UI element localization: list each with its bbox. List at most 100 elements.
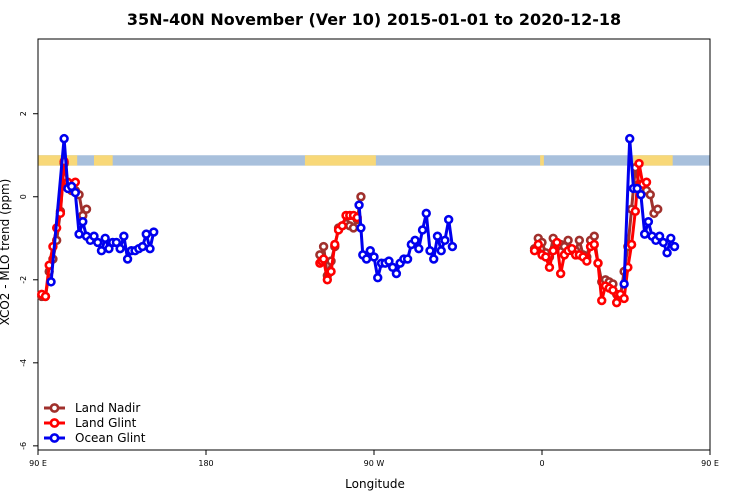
data-point-0-2-12 [574,235,585,246]
data-point-2-1-18 [417,225,428,235]
data-point-1-2-6 [552,237,562,248]
series-land-nadir [37,158,663,302]
data-point-2-1-0 [354,200,364,210]
chart-title: 35N-40N November (Ver 10) 2015-01-01 to … [127,10,621,29]
data-point-0-2-33 [653,204,663,214]
data-point-1-1-7 [337,221,347,231]
data-point-2-1-19 [421,208,431,219]
data-point-1-2-18 [597,295,607,306]
data-point-2-2-12 [666,233,676,243]
x-tick-label-1: 180 [198,459,213,468]
data-point-2-2-6 [643,216,654,227]
series-line-2-1 [357,204,454,280]
data-point-2-1-16 [410,235,420,246]
x-axis-label: Longitude [345,477,405,491]
data-point-2-0-11 [96,246,107,256]
series-land-glint [37,156,652,308]
land-ocean-band [38,155,710,166]
data-point-0-2-16 [589,231,599,241]
data-point-0-1-10 [348,223,359,233]
land-band-3 [540,155,544,166]
y-tick-label-3: 0 [19,194,28,199]
land-band-4 [633,155,673,166]
data-point-2-2-4 [636,189,646,200]
data-point-2-0-1 [59,133,69,144]
y-tick-label-1: -4 [19,359,28,367]
data-point-2-2-10 [658,237,669,248]
y-tick-label-4: 2 [19,111,28,116]
data-point-1-1-4 [326,266,336,277]
data-point-1-2-16 [589,239,599,250]
data-point-2-1-14 [402,254,413,264]
y-tick-label-0: -6 [19,442,28,450]
data-point-1-1-5 [330,239,340,250]
data-point-2-1-26 [447,241,458,252]
data-point-1-2-22 [611,297,622,308]
data-point-1-1-3 [322,275,333,285]
data-point-2-1-23 [436,246,446,256]
land-band-1 [94,155,113,166]
legend-label-1: Land Glint [75,416,137,430]
data-point-2-0-18 [122,254,133,264]
y-axis: -6 -4 -2 0 2 [19,111,38,450]
data-point-1-2-1 [533,239,543,250]
land-band-2 [304,155,376,166]
data-point-1-2-3 [541,252,551,262]
data-point-0-2-31 [645,189,655,200]
data-point-2-0-12 [100,233,110,243]
data-point-2-0-22 [137,241,148,252]
data-point-2-2-11 [662,248,672,258]
x-axis: 90 E 180 90 W 0 90 E [29,450,719,468]
legend-marker-1 [49,418,60,428]
data-point-2-1-25 [443,214,454,225]
data-point-2-0-4 [70,187,81,198]
data-point-2-0-24 [145,243,155,254]
data-point-2-0-6 [78,216,88,227]
data-point-2-0-25 [149,227,159,237]
legend-marker-2 [49,433,60,443]
data-point-1-2-30 [641,177,652,187]
data-point-2-1-6 [373,273,383,283]
x-tick-label-4: 90 E [701,459,719,468]
data-point-2-2-0 [619,279,629,289]
data-point-1-2-26 [626,239,637,250]
data-point-1-2-14 [582,256,592,266]
data-point-1-2-7 [555,268,566,279]
y-axis-label: XCO2 - MLO trend (ppm) [0,179,12,326]
data-point-2-1-1 [356,223,366,233]
land-band-0 [38,155,78,166]
series-layer [37,133,680,308]
data-point-2-1-22 [432,231,443,241]
data-point-1-2-21 [608,285,618,295]
data-point-1-2-5 [548,246,558,256]
data-point-1-2-17 [593,258,603,268]
data-point-2-1-21 [429,254,439,264]
legend-label-0: Land Nadir [75,401,140,415]
data-point-2-2-1 [625,133,635,144]
data-point-0-1-2 [318,241,329,252]
data-point-2-0-17 [119,231,129,241]
data-point-2-1-17 [414,243,424,254]
data-point-1-1-2 [318,254,329,264]
data-point-1-2-27 [630,206,641,216]
legend-marker-0 [49,403,60,413]
data-point-2-1-20 [425,246,435,256]
data-point-2-1-5 [369,252,379,262]
data-point-2-2-13 [669,241,680,252]
data-point-2-1-3 [361,254,372,264]
data-point-2-0-10 [93,237,103,248]
series-ocean-glint [46,133,680,289]
data-point-1-2-28 [634,158,644,169]
legend-label-2: Ocean Glint [75,431,146,445]
data-point-0-0-12 [81,204,92,214]
x-tick-label-0: 90 E [29,459,47,468]
data-point-1-2-4 [544,262,555,273]
data-point-2-2-5 [639,229,650,239]
data-point-1-0-1 [40,291,51,302]
y-tick-label-2: -2 [19,276,28,284]
series-line-0-1 [318,196,363,278]
data-point-1-2-24 [619,293,629,304]
x-tick-label-3: 0 [539,459,544,468]
